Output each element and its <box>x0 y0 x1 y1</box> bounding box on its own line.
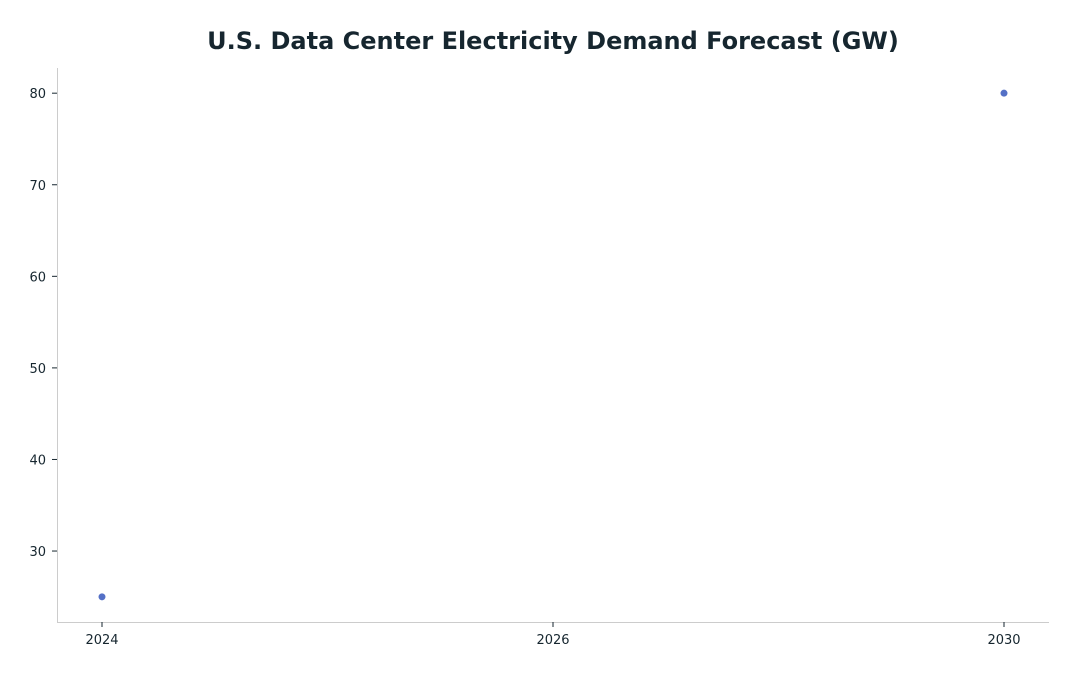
chart-title: U.S. Data Center Electricity Demand Fore… <box>207 27 899 55</box>
data-point <box>98 593 106 601</box>
y-axis-ticks: 30 40 50 60 70 80 <box>29 87 57 560</box>
data-points <box>98 89 1008 601</box>
y-tick-label: 80 <box>29 87 46 102</box>
x-tick-label: 2030 <box>987 633 1020 648</box>
x-tick-label: 2026 <box>536 633 569 648</box>
x-tick-label: 2024 <box>85 633 118 648</box>
y-tick-label: 30 <box>29 545 46 560</box>
y-tick-label: 50 <box>29 362 46 377</box>
y-tick-label: 60 <box>29 270 46 285</box>
y-tick-label: 40 <box>29 453 46 468</box>
y-tick-label: 70 <box>29 179 46 194</box>
x-axis-ticks: 2024 2026 2030 <box>85 622 1021 648</box>
data-point <box>1000 89 1008 97</box>
